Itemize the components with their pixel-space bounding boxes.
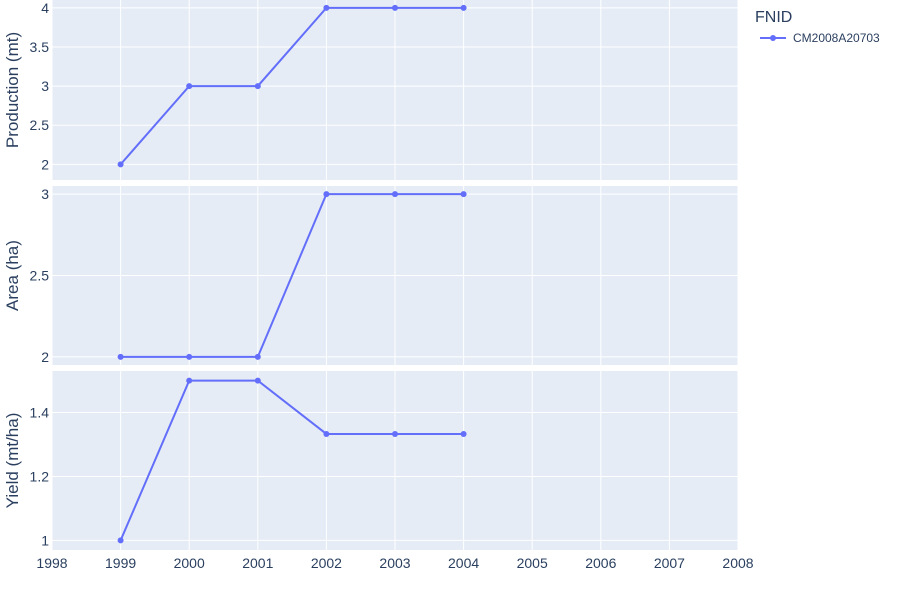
data-point[interactable] — [460, 4, 467, 11]
y-axis-title: Area (ha) — [3, 240, 22, 311]
y-tick-label: 3 — [41, 78, 49, 94]
x-tick-label: 2007 — [654, 555, 685, 571]
x-tick-label: 2006 — [585, 555, 616, 571]
series-line — [119, 6, 464, 166]
legend-item[interactable]: CM2008A20703 — [760, 31, 880, 45]
y-tick-label: 4 — [41, 0, 49, 16]
series-line — [120, 193, 464, 358]
y-axis-title: Production (mt) — [3, 32, 22, 148]
data-point[interactable] — [392, 430, 398, 437]
y-tick-label: 1.4 — [30, 405, 50, 421]
y-tick-label: 1 — [41, 532, 49, 548]
legend-title: FNID — [755, 9, 792, 26]
y-tick-label: 2.5 — [30, 268, 50, 284]
data-point[interactable] — [254, 83, 261, 90]
data-point[interactable] — [392, 4, 398, 11]
data-point[interactable] — [392, 191, 398, 198]
series-line — [119, 379, 464, 541]
data-point[interactable] — [117, 537, 124, 544]
data-point[interactable] — [186, 377, 193, 384]
y-tick-label: 2.5 — [30, 117, 50, 133]
data-point[interactable] — [186, 83, 193, 90]
chart-panel: 1 1.2 1.4 Yield (mt/ha) — [3, 371, 739, 550]
x-tick-label: 1998 — [36, 555, 67, 571]
chart-panel: 2 2.5 3 Area (ha) — [3, 186, 739, 365]
y-tick-label: 3.5 — [30, 39, 50, 55]
legend: FNID CM2008A20703 — [755, 9, 880, 45]
x-tick-label: 2001 — [242, 555, 273, 571]
data-point[interactable] — [254, 377, 261, 384]
data-point[interactable] — [117, 353, 124, 360]
legend-label: CM2008A20703 — [793, 31, 880, 45]
data-point[interactable] — [460, 430, 467, 437]
data-point[interactable] — [254, 353, 261, 360]
data-point[interactable] — [323, 4, 330, 11]
x-tick-label: 2008 — [722, 555, 753, 571]
y-tick-label: 1.2 — [30, 468, 50, 484]
y-tick-label: 2 — [41, 156, 49, 172]
data-point[interactable] — [186, 353, 193, 360]
data-point[interactable] — [323, 430, 330, 437]
x-tick-label: 2003 — [379, 555, 410, 571]
x-tick-label: 2002 — [311, 555, 342, 571]
chart-panel: 2 2.5 3 3.5 4 Production (mt) — [3, 0, 739, 180]
y-tick-label: 2 — [41, 349, 49, 365]
data-point[interactable] — [323, 191, 330, 198]
x-tick-label: 2000 — [174, 555, 205, 571]
x-tick-label: 2004 — [448, 555, 479, 571]
legend-marker-icon — [770, 35, 776, 41]
x-tick-label: 1999 — [105, 555, 136, 571]
y-tick-label: 3 — [41, 186, 49, 202]
y-axis-title: Yield (mt/ha) — [3, 413, 22, 509]
data-point[interactable] — [117, 161, 124, 168]
x-tick-label: 2005 — [517, 555, 548, 571]
data-point[interactable] — [460, 191, 467, 198]
